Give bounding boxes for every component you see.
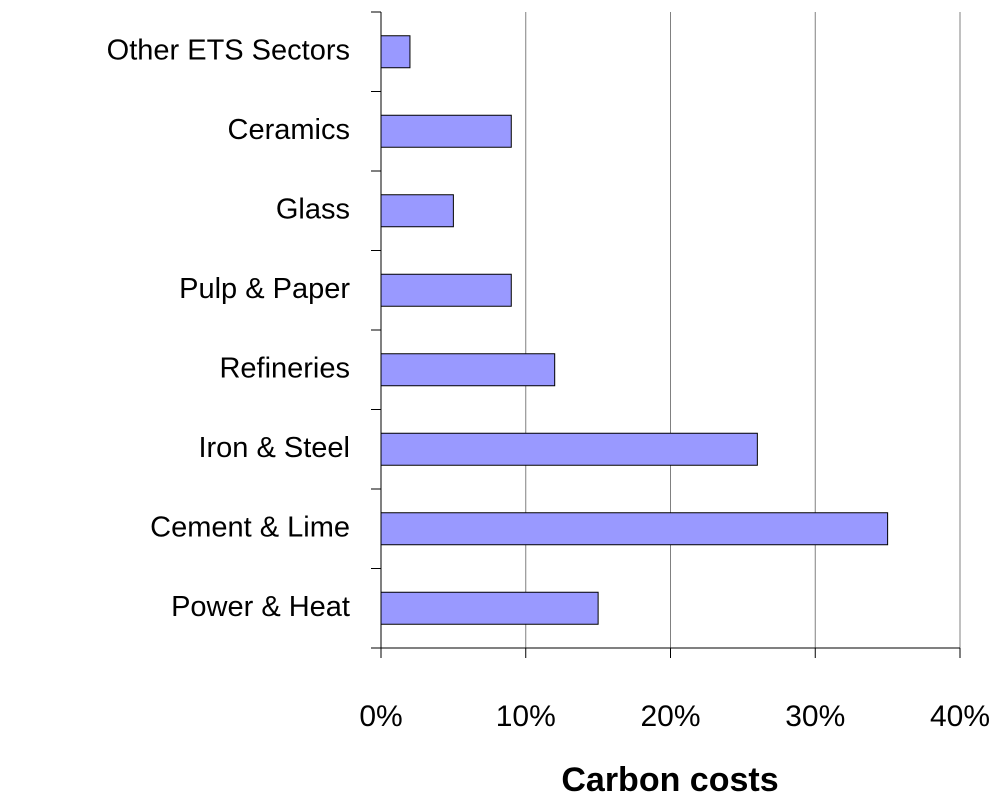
bar: [380, 35, 411, 69]
y-tick-label: Cement & Lime: [150, 511, 350, 543]
x-tick-label: 40%: [930, 700, 990, 733]
y-tick-label: Glass: [276, 193, 350, 225]
y-tick-label: Iron & Steel: [198, 432, 350, 464]
y-tick-label: Other ETS Sectors: [107, 34, 350, 66]
bar: [380, 353, 556, 387]
bar: [380, 194, 454, 228]
y-tick-label: Ceramics: [228, 114, 350, 146]
x-tick-label: 10%: [496, 700, 556, 733]
bar: [380, 273, 512, 307]
bar: [380, 432, 758, 466]
y-tick-label: Refineries: [219, 352, 350, 384]
y-tick-label: Pulp & Paper: [179, 273, 350, 305]
x-tick-label: 0%: [359, 700, 402, 733]
x-tick-label: 20%: [640, 700, 700, 733]
bar: [380, 591, 599, 625]
bar: [380, 114, 512, 148]
x-axis-title: Carbon costs: [561, 761, 778, 799]
bar: [380, 512, 889, 546]
x-tick-label: 30%: [785, 700, 845, 733]
y-tick-label: Power & Heat: [171, 591, 350, 623]
